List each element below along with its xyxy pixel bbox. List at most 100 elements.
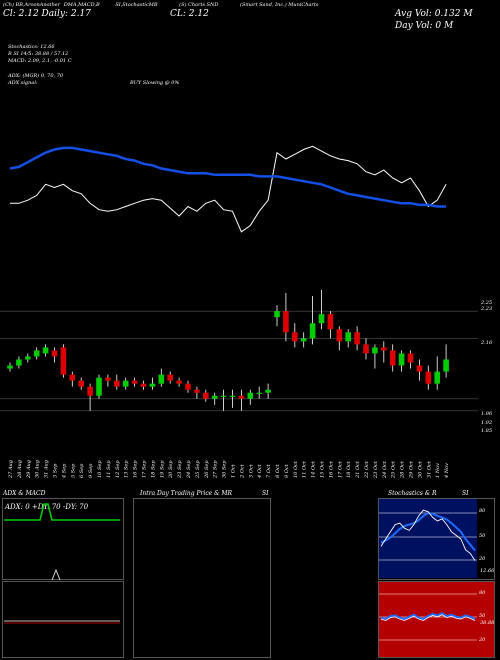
candle-body (309, 323, 316, 339)
candle-body (300, 338, 307, 342)
date-tick-label: 31 Oct (426, 460, 432, 478)
rsi-line (380, 612, 476, 621)
adx-signal-label: ADX signal: (8, 80, 38, 86)
candle-body (16, 359, 22, 366)
date-tick-label: 16 Oct (328, 460, 334, 478)
candle-body (60, 347, 67, 375)
price-tick: 1.92 (481, 420, 493, 426)
date-tick-label: 28 Oct (400, 460, 406, 479)
adx-panel-title: ADX & MACD (3, 490, 46, 497)
date-tick-label: 25 Sep (195, 460, 201, 479)
date-tick-label: 23 Sep (177, 460, 183, 479)
candle-body (443, 359, 449, 372)
macd-panel (2, 581, 124, 658)
stoch-d-line (380, 512, 476, 552)
date-tick-label: 1 Nov (435, 463, 441, 478)
stoch-panel-title: Stochastics & R (388, 490, 437, 497)
candle-body (7, 365, 13, 369)
rsi-signal-line (380, 614, 476, 621)
tab-0[interactable]: (Ch) BB,AroonAnother (3, 2, 61, 8)
candle-body (345, 332, 351, 342)
close-label: CL: 2.12 (170, 9, 209, 19)
candle-body (211, 395, 218, 399)
close-daily-label: Cl: 2.12 Daily: 2.17 (3, 9, 91, 19)
stoch-tick: 50 (479, 533, 486, 539)
candle-body (42, 347, 49, 354)
date-tick-label: 9 Sep (88, 463, 94, 478)
adx-plus-line (4, 503, 120, 521)
candle-body (220, 395, 227, 397)
header-tabs: (Ch) BB,AroonAnother DMA,MACD,B SI,Stoch… (3, 2, 318, 8)
stoch-value: 12.66 (480, 568, 495, 574)
date-tick-label: 4 Sep (61, 463, 67, 479)
macd-readout: MACD: 2.09, 2.1, -0.01 C (8, 58, 72, 64)
candle-body (318, 314, 325, 324)
avg-vol-label: Avg Vol: 0.132 M (395, 9, 473, 19)
date-tick-label: 17 Sep (142, 460, 148, 478)
stoch-readout: Stochastics: 12.66 (8, 44, 55, 50)
date-tick-label: 4 Nov (444, 463, 450, 479)
date-tick-label: 2 Oct (239, 463, 245, 479)
date-tick-label: 22 Oct (364, 460, 370, 479)
tab-3[interactable]: (S) Charts SND (179, 2, 219, 8)
main-chart: 27 Aug 28 Aug 29 Aug 30 Aug 31 Aug 3 Sep 4 Sep… (0, 145, 478, 479)
date-tick-label: 17 Oct (337, 460, 343, 478)
candle-body (238, 395, 245, 399)
price-tick: 1.96 (481, 411, 493, 417)
candle-body (105, 377, 111, 381)
date-tick-label: 10 Oct (293, 460, 299, 478)
date-tick-label: 9 Oct (284, 463, 290, 478)
stoch-k-line (380, 509, 476, 561)
intraday-panel (133, 498, 271, 658)
date-tick-label: 26 Sep (204, 460, 210, 479)
date-tick-label: 30 Aug (35, 460, 41, 478)
candle-body (363, 344, 369, 354)
tab-2[interactable]: SI,StochasticMB (115, 2, 158, 8)
candle-body (407, 353, 414, 363)
stoch-si-label: SI (462, 490, 469, 497)
candle-body (185, 383, 191, 390)
date-tick-label: 3 Sep (53, 463, 59, 478)
candle-body (389, 350, 396, 366)
date-tick-label: 5 Sep (70, 463, 76, 478)
candle-body (194, 389, 200, 393)
tab-4[interactable]: (Smart Sand, Inc.) MuniCharts (240, 2, 319, 8)
candle-body (398, 353, 405, 366)
candle-body (203, 392, 209, 399)
stoch-panel (378, 498, 495, 580)
candle-body (265, 389, 271, 393)
candle-body (158, 374, 165, 384)
date-tick-label: 6 Sep (79, 463, 85, 478)
day-vol-label: Day Vol: 0 M (395, 21, 454, 31)
date-tick-label: 1 Oct (231, 463, 237, 478)
oscillator-line (10, 145, 447, 233)
date-tick-label: 25 Oct (391, 460, 397, 479)
date-tick-label: 12 Sep (115, 460, 121, 478)
price-tick: 1.85 (481, 428, 493, 434)
date-tick-label: 10 Sep (97, 460, 103, 478)
date-tick-label: 29 Oct (409, 460, 415, 479)
price-tick: 2.25 (481, 300, 493, 306)
date-tick-label: 27 Aug (8, 460, 14, 479)
candle-body (283, 311, 289, 333)
candle-body (292, 332, 298, 342)
date-tick-label: 16 Sep (133, 460, 139, 478)
date-tick-label: 4 Oct (257, 463, 263, 479)
candle-body (229, 395, 236, 397)
stoch-tick: 80 (479, 508, 486, 514)
date-tick-label: 18 Oct (346, 460, 352, 478)
candle-body (87, 386, 93, 396)
rsi-tick: 50 (479, 613, 486, 619)
candle-body (336, 329, 343, 342)
candle-body (96, 377, 102, 396)
adx-spike (51, 568, 61, 581)
candle-body (122, 380, 129, 387)
date-tick-label: 30 Sep (222, 460, 228, 478)
price-tick: 2.23 (481, 306, 493, 312)
rsi-readout: R SI 14/5: 38.88 / 57.12 (8, 51, 69, 57)
date-tick-label: 29 Aug (26, 460, 32, 479)
date-tick-label: 31 Aug (44, 460, 50, 478)
date-tick-label: 13 Sep (124, 460, 130, 478)
date-tick-label: 11 Oct (302, 460, 308, 478)
tab-1[interactable]: DMA,MACD,B (63, 2, 100, 8)
